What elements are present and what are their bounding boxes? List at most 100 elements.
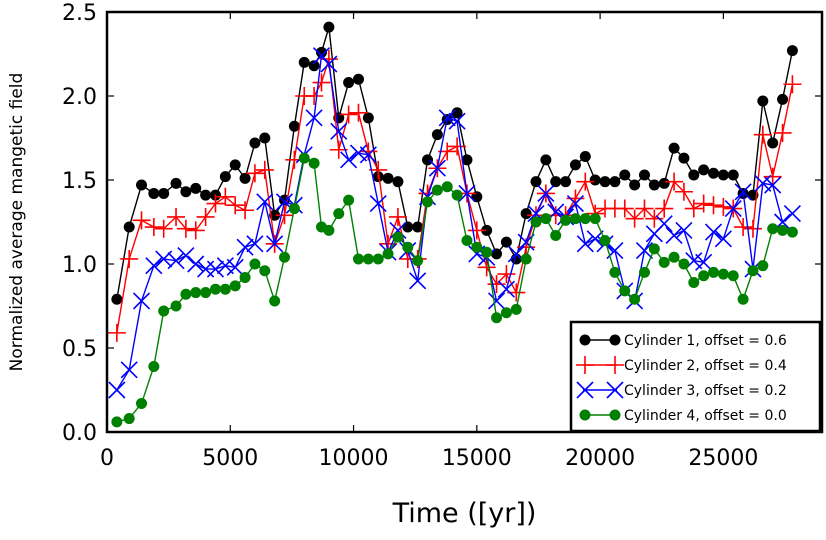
x-tick-label: 15000 [442,446,512,471]
series-3-point [724,199,742,218]
series-1 [111,21,798,305]
series-4-point [148,360,160,372]
x-tick-label: 0 [100,446,114,471]
series-3-point [177,247,195,265]
series-1-point [668,142,680,154]
series-4-point [422,196,434,208]
legend-entry: Cylinder 3, offset = 0.2 [576,381,787,399]
series-1-point [658,177,670,189]
series-2-point [694,194,713,213]
legend-marker [579,409,591,421]
series-2-point [477,258,496,277]
series-2-point [773,123,792,142]
x-tick-label: 5000 [202,446,258,471]
series-3-point [330,122,348,140]
series-3-point [635,241,654,260]
series-4-point [471,241,483,253]
series-4 [111,152,798,428]
series-4-point [560,214,572,226]
series-4-point [777,224,789,236]
series-4-point [333,208,345,220]
series-4-point [259,265,271,277]
series-4-point [530,216,542,228]
series-4-point [668,251,680,263]
series-2-point [763,167,782,186]
legend-marker [579,334,591,346]
series-2-point [714,197,733,216]
series-1-point [298,56,310,68]
series-2-point [216,187,235,206]
series-4-point [599,234,611,246]
series-4-point [209,283,221,295]
series-3-point [428,159,446,177]
series-1-point [343,77,355,89]
series-4-point [589,213,601,225]
series-1-point [569,159,581,171]
series-4-point [629,293,641,305]
series-2-point [734,218,753,237]
series-4-point [323,224,335,236]
series-4-point [767,223,779,235]
y-tick-label: 1.0 [62,253,97,278]
series-2-point [625,209,644,228]
series-2-point [245,164,264,183]
series-3-point [468,245,486,263]
series-3-point [497,280,515,298]
series-1-point [308,60,320,72]
series-2-point [154,219,173,238]
series-1-point [259,132,271,144]
series-4-point [431,184,443,196]
series-1-point [148,187,160,199]
series-4-point [352,253,364,265]
series-1-point [757,95,769,107]
series-2-point [645,209,664,228]
series-2-point [120,249,139,268]
series-3-point [305,109,323,127]
series-4-point [491,312,503,324]
series-1-point [698,164,710,176]
series-1-point [392,176,404,188]
series-3-point [369,194,387,213]
series-4-point [461,234,473,246]
series-3-point [409,272,427,290]
x-tick-label: 10000 [319,446,389,471]
series-1-point [170,177,182,189]
series-layer [107,21,802,428]
series-2-point [369,160,388,179]
series-4-point [111,416,123,428]
series-2-point [576,172,595,191]
series-4-point [412,255,424,267]
series-2-point [339,105,358,124]
series-2 [107,50,802,342]
series-4-point [382,248,394,260]
series-1-point [200,189,212,201]
series-1-point [619,169,631,181]
series-2-point [132,211,151,230]
series-1-point [219,171,231,183]
series-4-point [200,287,212,299]
series-3-point [320,55,338,73]
series-3-point [655,215,673,233]
series-1-point [229,159,241,171]
legend-marker [576,356,594,374]
series-1-point [412,221,424,233]
series-2-point [275,206,294,225]
series-4-point [239,271,251,283]
series-4-point [717,268,729,280]
series-1-point [288,120,300,132]
series-1-point [323,21,335,33]
series-1-point [382,172,394,184]
series-1-point [717,169,729,181]
series-1-point [352,73,364,85]
series-4-point [678,258,690,270]
legend-label: Cylinder 3, offset = 0.2 [624,383,787,399]
series-1-point [579,150,591,162]
series-3-point [266,235,284,253]
series-1-point [629,179,641,191]
series-1-point [530,176,542,188]
series-2-point [236,201,255,220]
series-3-point [764,176,782,194]
legend-label: Cylinder 4, offset = 0.0 [624,408,787,424]
series-3-point [665,226,683,245]
series-4-point [648,243,660,255]
